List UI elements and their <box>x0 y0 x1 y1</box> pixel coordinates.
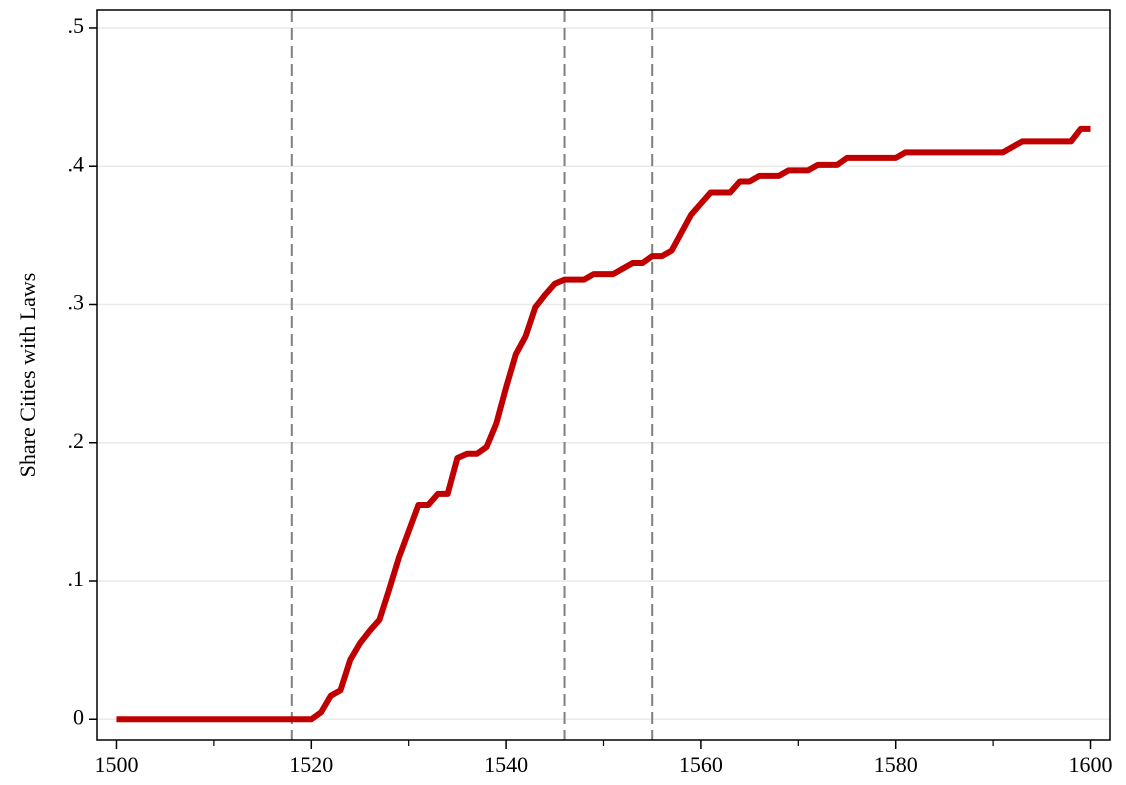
x-tick-label: 1520 <box>289 752 333 777</box>
plot-frame <box>96 9 1111 741</box>
y-tick-label: .3 <box>68 290 85 315</box>
x-tick-label: 1500 <box>94 752 138 777</box>
y-tick-label: .1 <box>68 566 85 591</box>
x-tick-label: 1580 <box>874 752 918 777</box>
y-tick-label: .2 <box>68 428 85 453</box>
x-tick-label: 1560 <box>679 752 723 777</box>
data-line <box>116 125 1091 723</box>
x-tick-label: 1540 <box>484 752 528 777</box>
y-tick-label: 0 <box>73 704 84 729</box>
y-tick-label: .4 <box>68 151 85 176</box>
y-axis-label: Share Cities with Laws <box>15 273 40 478</box>
x-tick-label: 1600 <box>1069 752 1113 777</box>
y-tick-label: .5 <box>68 13 85 38</box>
